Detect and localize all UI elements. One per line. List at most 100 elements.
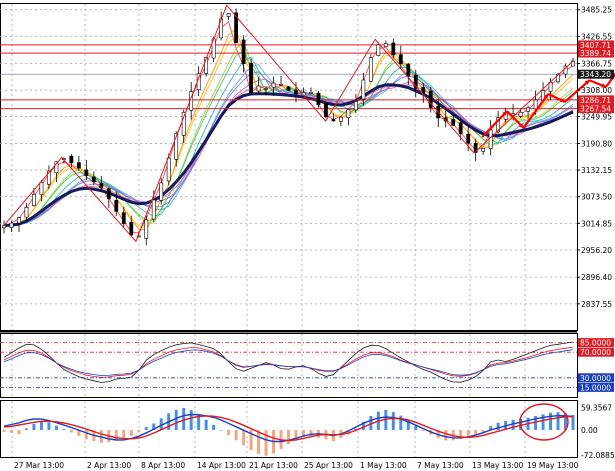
price-tick-label: 2956.20 (581, 246, 612, 255)
macd-histogram-bar (39, 421, 43, 430)
macd-histogram-bar (77, 429, 81, 436)
x-tick-label: 27 Mar 13:00 (14, 461, 64, 470)
rsi-level-tag-bg (578, 338, 614, 348)
macd-histogram-bar (227, 429, 231, 436)
candle-body (406, 63, 411, 77)
macd-histogram-bar (369, 416, 373, 430)
level-tag-bg (578, 104, 614, 114)
price-tick-label: 3308.00 (581, 86, 612, 95)
rsi-level-tag-bg (578, 347, 614, 357)
rsi-level-tag-bg (578, 382, 614, 392)
macd-histogram-bar (384, 409, 388, 430)
candle-body (204, 56, 209, 74)
level-tag-label: 3286.71 (580, 96, 611, 105)
candle-body (376, 44, 381, 56)
macd-histogram-bar (122, 429, 126, 439)
candle-body (84, 169, 89, 176)
macd-histogram-bar (2, 429, 6, 432)
macd-histogram-bar (257, 429, 261, 454)
macd-histogram-bar (114, 429, 118, 441)
x-tick-label: 25 Apr 13:00 (304, 461, 353, 470)
level-tag-label: 3343.20 (580, 70, 611, 79)
macd-histogram-bar (541, 414, 545, 430)
macd-histogram-bar (399, 415, 403, 430)
candle-body (234, 12, 238, 43)
level-tag-bg (578, 40, 614, 50)
price-tick-label: 3073.50 (581, 193, 612, 202)
forecast-arrow-head (601, 83, 606, 88)
x-tick-label: 2 Apr 13:00 (87, 461, 131, 470)
candle-body (391, 42, 396, 56)
macd-tick-label: 0.00 (581, 426, 598, 435)
macd-histogram-bar (219, 429, 223, 431)
zigzag-indicator (3, 4, 574, 243)
level-tag-label: 3407.71 (580, 41, 611, 50)
macd-histogram-bar (534, 416, 538, 430)
macd-histogram-bar (264, 429, 268, 456)
macd-histogram-bar (414, 425, 418, 430)
macd-histogram-bar (421, 429, 425, 431)
candle-body (309, 92, 313, 94)
candle-body (331, 119, 336, 122)
level-tag-label: 3389.74 (580, 49, 611, 58)
candle-body (24, 206, 29, 218)
candle-body (2, 225, 6, 229)
level-tag-label: 3267.54 (580, 105, 611, 114)
price-tick-label: 3014.85 (581, 219, 612, 228)
macd-histogram-bar (204, 419, 208, 430)
macd-histogram-bar (99, 429, 103, 443)
level-tag-bg (578, 48, 614, 58)
price-tick-label: 3485.25 (581, 6, 612, 15)
level-tag-bg (578, 69, 614, 79)
candle-body (166, 157, 171, 182)
macd-histogram-bar (309, 429, 313, 437)
zigzag-line (3, 4, 574, 243)
price-tick-label: 3366.75 (581, 60, 612, 69)
candle-body (136, 235, 141, 238)
axes-labels: 27 Mar 13:00 2 Apr 13:00 8 Apr 13:00 14 Apr… (14, 6, 615, 470)
price-tick-label: 2837.55 (581, 300, 612, 309)
macd-histogram-bar (444, 429, 448, 441)
candle-body (129, 221, 134, 236)
macd-signal-line (3, 415, 574, 442)
macd-histogram-bar (32, 423, 36, 430)
candle-body (159, 182, 164, 201)
x-tick-label: 19 May 13:00 (527, 461, 579, 470)
macd-histogram-bar (406, 420, 410, 430)
macd-histogram-bar (459, 429, 463, 439)
panel-backgrounds (0, 3, 578, 458)
forecast-arrow-head (518, 123, 524, 128)
price-tick-label: 3426.55 (581, 32, 612, 41)
macd-histogram-bar (361, 421, 365, 430)
candle-body (428, 90, 433, 108)
candle-body (241, 39, 246, 65)
macd-histogram-bar (189, 410, 193, 430)
macd-histogram-bar (489, 426, 493, 430)
forecast-arrow-shaft (522, 93, 550, 129)
candle-body (151, 199, 156, 220)
rsi-level-label: 70.0000 (580, 348, 611, 357)
x-tick-label: 8 Apr 13:00 (141, 461, 185, 470)
macd-tick-label: 59.3567 (581, 404, 612, 413)
rsi-level-label: 15.0000 (580, 383, 611, 392)
candle-body (556, 73, 560, 83)
macd-histogram-bar (69, 429, 73, 433)
candle-body (473, 142, 478, 153)
candle-body (413, 74, 418, 89)
macd-histogram-bar (234, 429, 238, 441)
candle-body (99, 183, 104, 189)
main-panel-frame (0, 3, 578, 331)
candle-body (279, 83, 283, 86)
candle-body (398, 54, 403, 64)
candle-body (324, 102, 328, 118)
candle-body (39, 182, 44, 195)
candle-body (383, 43, 388, 47)
candle-body (17, 217, 21, 224)
candle-body (458, 122, 463, 134)
macd-histogram-bar (174, 409, 178, 430)
macd-histogram-bar (129, 429, 133, 436)
gridlines (0, 4, 577, 457)
macd-histogram-bar (137, 429, 141, 432)
